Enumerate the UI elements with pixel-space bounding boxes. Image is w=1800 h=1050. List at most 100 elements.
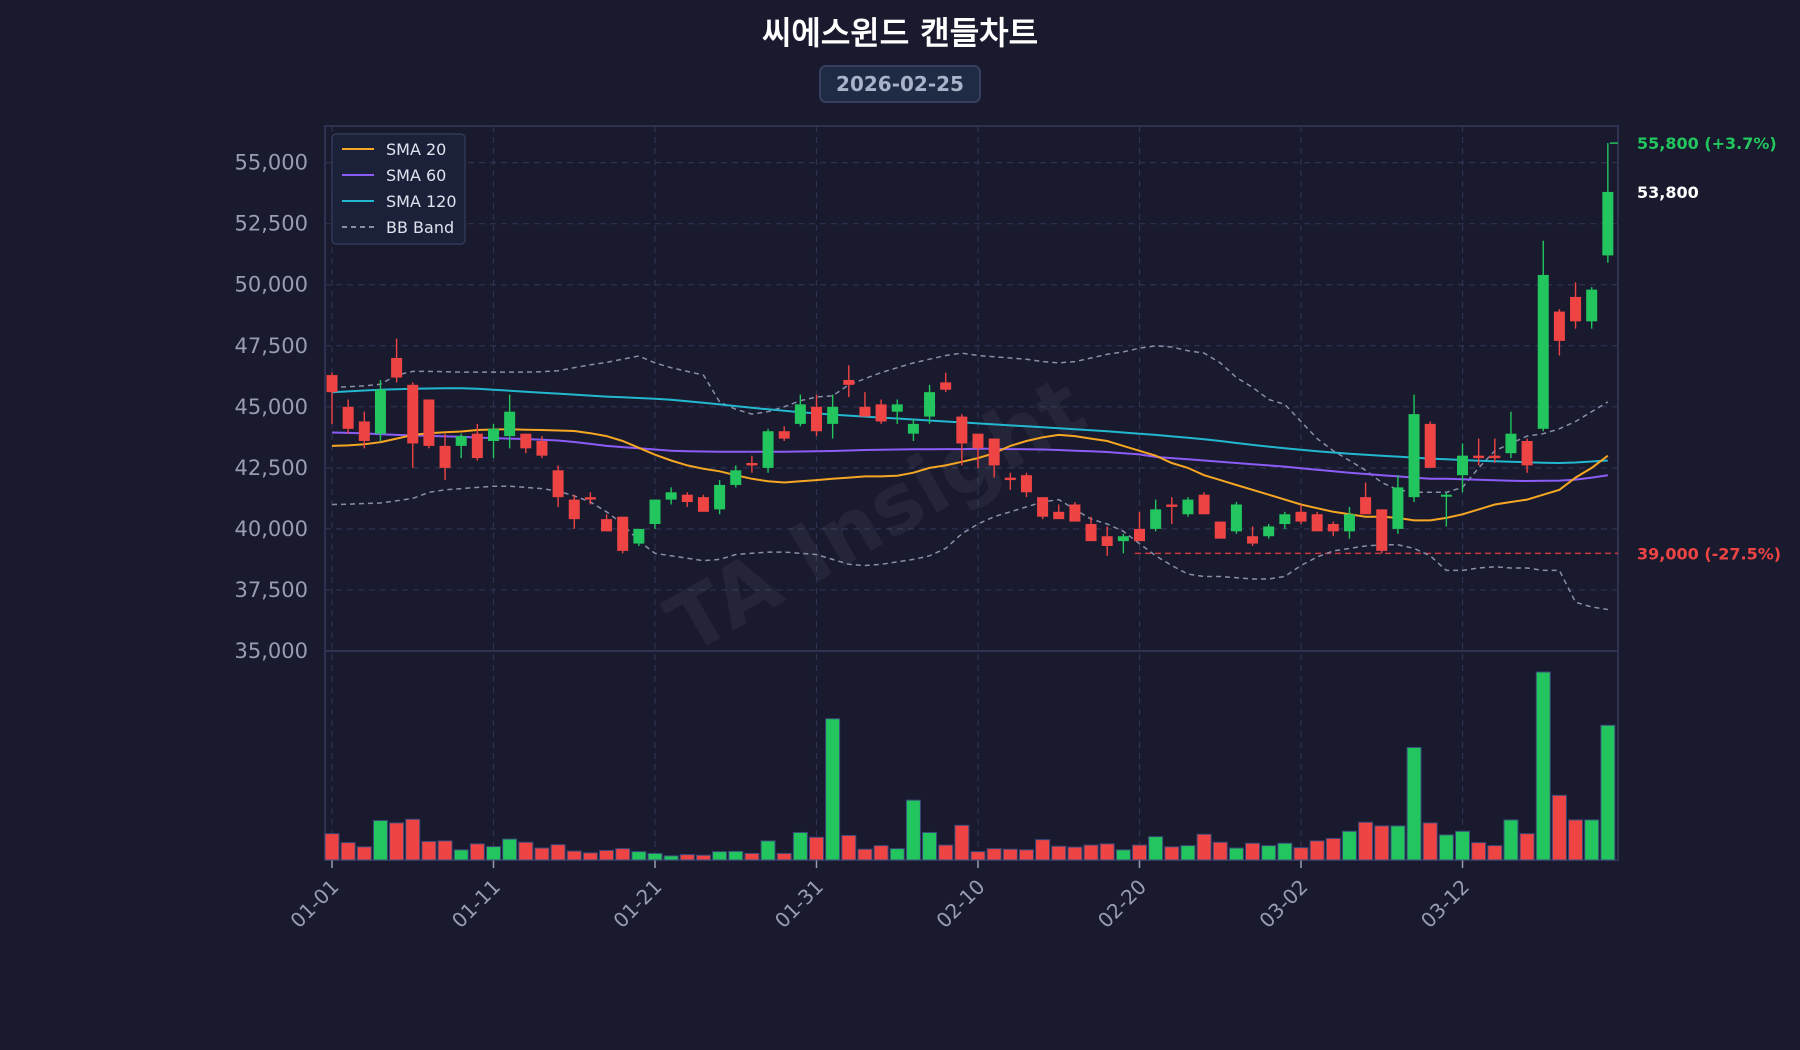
candle — [617, 516, 629, 554]
volume-bar — [453, 849, 469, 861]
y-tick-label: 50,000 — [235, 273, 308, 297]
y-tick-label: 37,500 — [235, 578, 308, 602]
candle-body — [875, 404, 887, 422]
candle-body — [827, 406, 839, 424]
candle-body — [633, 528, 645, 544]
volume-bar — [1374, 825, 1390, 861]
volume-bar — [744, 852, 760, 861]
candle — [988, 438, 1000, 478]
volume-bar — [534, 847, 550, 861]
candle-body — [746, 462, 758, 466]
volume-bar — [1422, 822, 1438, 861]
candle — [1182, 497, 1194, 517]
candle — [407, 382, 419, 468]
candle — [1424, 421, 1436, 468]
candle-body — [649, 499, 661, 525]
candle-body — [681, 494, 693, 503]
candle — [794, 394, 806, 427]
candle — [1408, 394, 1420, 503]
sma120-line — [331, 387, 1608, 465]
candle-body — [843, 379, 855, 385]
candle — [568, 494, 580, 529]
candle-body — [1214, 521, 1226, 539]
candle — [488, 423, 499, 459]
volume-bar — [1325, 837, 1341, 861]
candle-body — [730, 470, 742, 485]
candle-body — [1166, 504, 1178, 507]
candle — [778, 426, 790, 441]
y-tick-label: 55,000 — [235, 151, 308, 175]
candle-body — [1230, 504, 1242, 532]
candle-body — [1360, 497, 1372, 515]
candle — [1311, 511, 1323, 532]
candle-body — [762, 431, 774, 468]
volume-bar — [1083, 844, 1099, 861]
candle — [1101, 526, 1113, 556]
volume-bar — [1277, 842, 1293, 861]
candle-body — [1085, 524, 1097, 542]
candle-body — [1602, 191, 1614, 256]
volume-bar — [486, 846, 501, 861]
subtitle-badge — [819, 65, 981, 103]
candle — [762, 428, 774, 473]
candle — [1343, 506, 1355, 539]
candle — [681, 492, 693, 507]
candle-body — [1150, 509, 1162, 529]
legend-label: BB Band — [386, 218, 454, 237]
candle-body — [665, 492, 677, 500]
candle-body — [1263, 526, 1275, 537]
candle — [827, 394, 839, 439]
candle — [1166, 497, 1178, 525]
candle-body — [859, 406, 871, 417]
volume-bar — [1358, 821, 1374, 861]
volume-bar — [631, 851, 647, 861]
candle-body — [471, 433, 483, 459]
candle — [1457, 443, 1468, 493]
candle-body — [1586, 289, 1598, 322]
candle — [391, 338, 403, 383]
y-tick-label: 35,000 — [235, 639, 308, 663]
volume-bar — [340, 842, 356, 861]
volume-bar — [1584, 819, 1600, 861]
volume-bar — [809, 836, 824, 861]
candle-body — [940, 382, 952, 390]
candle-body — [1198, 494, 1210, 515]
candle — [1553, 309, 1565, 356]
candle — [714, 480, 726, 515]
volume-bar — [1341, 830, 1357, 861]
candle-body — [1069, 504, 1081, 522]
volume-bar — [1245, 842, 1261, 861]
candle-body — [1521, 441, 1533, 466]
volume-bar — [776, 852, 792, 861]
candle — [1537, 240, 1549, 432]
candle — [1020, 472, 1032, 498]
volume-bar — [970, 851, 986, 861]
volume-bar — [905, 799, 921, 861]
high-label: 55,800 (+3.7%) — [1637, 134, 1777, 153]
volume-bar — [1293, 847, 1309, 861]
volume-bar — [1051, 845, 1067, 861]
volume-bar — [1471, 842, 1487, 861]
candle-body — [1101, 536, 1113, 546]
volume-bar — [469, 843, 485, 861]
sma60-line — [331, 431, 1608, 483]
candle — [1198, 492, 1210, 515]
candle — [891, 399, 903, 424]
candle-body — [907, 423, 919, 434]
legend-label: SMA 120 — [386, 192, 457, 211]
candle-body — [956, 416, 968, 444]
candle — [649, 499, 661, 529]
volume-bar — [1212, 841, 1228, 861]
candle — [1069, 502, 1081, 522]
volume-bar — [1164, 846, 1180, 861]
volume-bar — [1115, 849, 1131, 861]
candle-body — [1311, 514, 1323, 532]
volume-bar — [1455, 830, 1470, 861]
candle — [665, 487, 677, 505]
x-tick-label: 01-31 — [770, 875, 828, 933]
candle — [697, 494, 709, 512]
volume-bar — [324, 833, 340, 861]
volume-bar — [679, 854, 695, 861]
candle — [1085, 516, 1097, 542]
